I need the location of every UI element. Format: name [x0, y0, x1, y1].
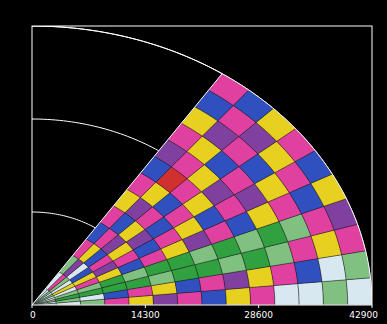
cell [322, 280, 348, 305]
x-tick-label: 14300 [131, 310, 160, 320]
cells [32, 74, 372, 305]
cell [59, 255, 78, 274]
x-tick [372, 305, 373, 308]
cell [250, 286, 275, 305]
chart-svg: 0 14300 28600 42900 [0, 0, 387, 324]
x-tick [32, 305, 33, 308]
x-tick-label: 0 [30, 310, 36, 320]
x-tick [145, 305, 146, 308]
range-ring [32, 26, 372, 305]
x-tick-label: 28600 [244, 310, 273, 320]
plot-area [32, 26, 372, 305]
chart-root: 0 14300 28600 42900 [0, 0, 387, 324]
cell [346, 278, 372, 305]
sector-edge [32, 74, 222, 305]
background [0, 0, 387, 324]
cell [274, 284, 299, 305]
x-tick-label: 42900 [349, 310, 378, 320]
cell [209, 74, 249, 106]
range-ring [32, 119, 259, 305]
range-ring [32, 26, 372, 305]
cell [177, 291, 202, 305]
cell [318, 255, 346, 282]
cell [201, 289, 226, 305]
cell [46, 272, 63, 290]
plot-frame [32, 26, 372, 305]
cell [298, 282, 324, 305]
cell [225, 288, 250, 306]
cell [270, 262, 298, 285]
cell [294, 259, 322, 284]
x-tick [258, 305, 259, 308]
